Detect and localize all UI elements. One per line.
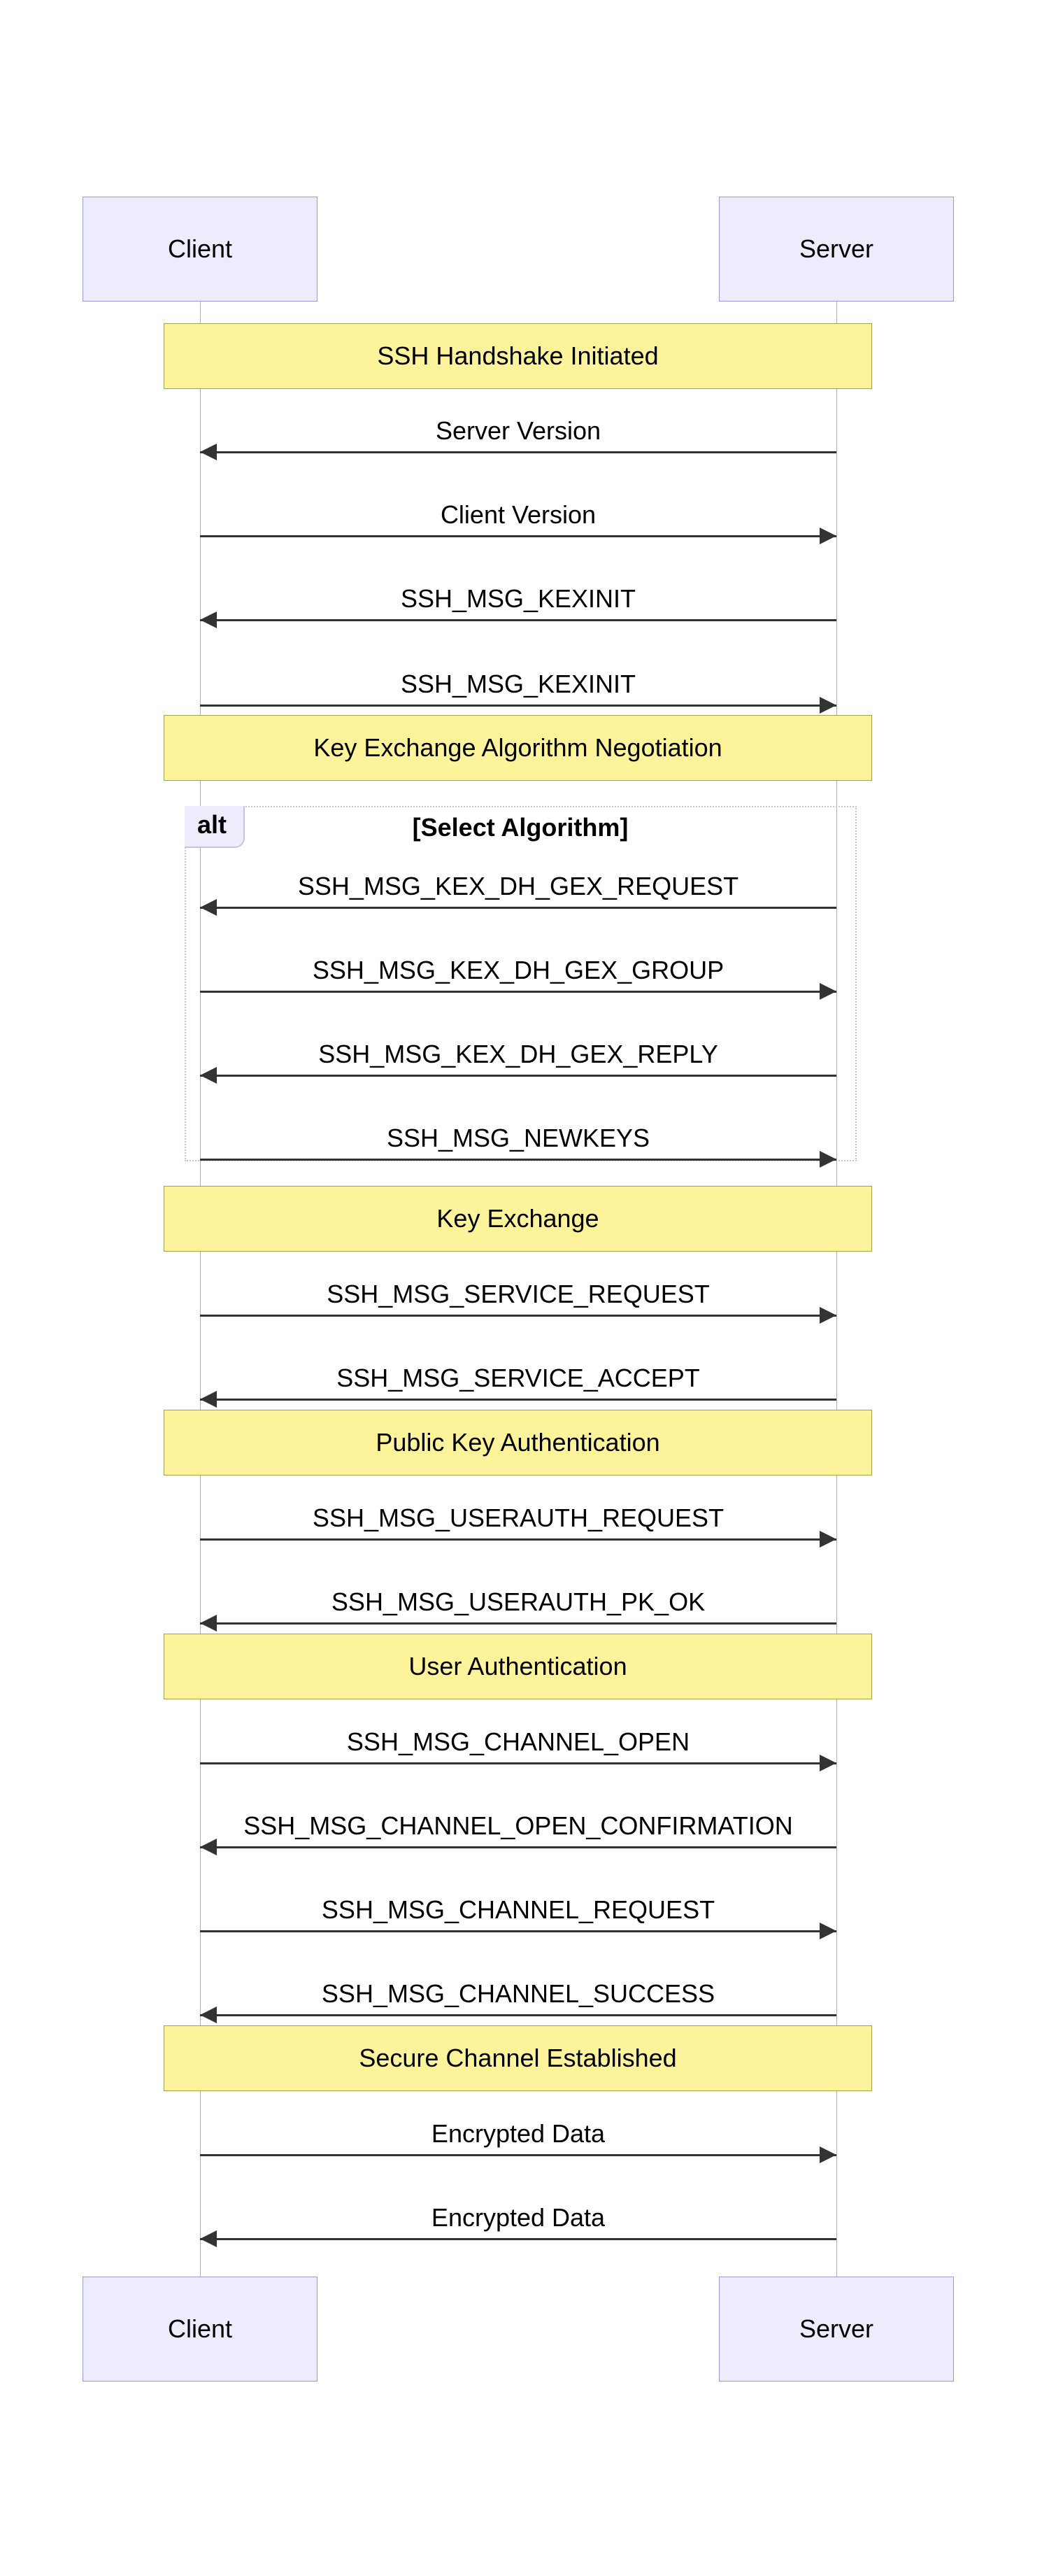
message-arrow	[200, 1846, 836, 1848]
lifeline-server	[836, 302, 837, 2277]
message-arrow	[200, 1315, 836, 1317]
arrowhead-icon	[200, 2007, 217, 2023]
message-arrow	[200, 1075, 836, 1077]
message-arrow	[200, 2238, 836, 2240]
message-label: SSH_MSG_NEWKEYS	[387, 1124, 650, 1153]
actor-label: Server	[799, 234, 873, 264]
message-label: Encrypted Data	[431, 2119, 605, 2149]
message-label: SSH_MSG_CHANNEL_OPEN_CONFIRMATION	[243, 1811, 792, 1841]
arrowhead-icon	[200, 1391, 217, 1408]
message-label: SSH_MSG_KEXINIT	[401, 584, 636, 614]
actor-server-top: Server	[719, 197, 954, 302]
arrowhead-icon	[200, 899, 217, 916]
note-n1: SSH Handshake Initiated	[164, 323, 872, 389]
actor-label: Client	[168, 2314, 232, 2344]
note-n6: Secure Channel Established	[164, 2025, 872, 2091]
message-label: Server Version	[436, 416, 601, 446]
arrowhead-icon	[820, 1151, 836, 1168]
sequence-diagram: Client Server Client Server alt [Select …	[0, 0, 1049, 2576]
arrowhead-icon	[200, 1839, 217, 1855]
arrowhead-icon	[820, 697, 836, 714]
arrowhead-icon	[200, 444, 217, 460]
message-label: SSH_MSG_CHANNEL_REQUEST	[322, 1895, 715, 1925]
message-label: Encrypted Data	[431, 2203, 605, 2232]
message-arrow	[200, 991, 836, 993]
arrowhead-icon	[200, 2230, 217, 2247]
message-arrow	[200, 451, 836, 453]
arrowhead-icon	[200, 1615, 217, 1632]
message-label: SSH_MSG_KEX_DH_GEX_REQUEST	[298, 872, 738, 901]
message-arrow	[200, 1622, 836, 1625]
message-arrow	[200, 535, 836, 537]
message-label: SSH_MSG_USERAUTH_PK_OK	[331, 1587, 705, 1617]
actor-server-bottom: Server	[719, 2277, 954, 2382]
message-arrow	[200, 1399, 836, 1401]
message-label: SSH_MSG_KEX_DH_GEX_GROUP	[313, 956, 724, 985]
note-n2: Key Exchange Algorithm Negotiation	[164, 715, 872, 781]
message-arrow	[200, 1762, 836, 1764]
lifeline-client	[200, 302, 201, 2277]
arrowhead-icon	[820, 1923, 836, 1939]
actor-label: Client	[168, 234, 232, 264]
message-arrow	[200, 1930, 836, 1932]
actor-label: Server	[799, 2314, 873, 2344]
message-label: SSH_MSG_SERVICE_REQUEST	[327, 1280, 710, 1309]
message-label: SSH_MSG_SERVICE_ACCEPT	[336, 1364, 700, 1393]
arrowhead-icon	[820, 1755, 836, 1771]
arrowhead-icon	[820, 1531, 836, 1548]
message-arrow	[200, 705, 836, 707]
message-label: SSH_MSG_CHANNEL_OPEN	[347, 1727, 690, 1757]
actor-client-bottom: Client	[83, 2277, 317, 2382]
arrowhead-icon	[200, 611, 217, 628]
note-n3: Key Exchange	[164, 1186, 872, 1252]
arrowhead-icon	[820, 2146, 836, 2163]
arrowhead-icon	[200, 1067, 217, 1084]
message-arrow	[200, 1159, 836, 1161]
arrowhead-icon	[820, 983, 836, 1000]
actor-client-top: Client	[83, 197, 317, 302]
note-n5: User Authentication	[164, 1634, 872, 1699]
message-label: SSH_MSG_USERAUTH_REQUEST	[313, 1503, 724, 1533]
message-label: SSH_MSG_KEX_DH_GEX_REPLY	[318, 1040, 718, 1069]
alt-tag: alt	[185, 806, 245, 848]
message-arrow	[200, 1538, 836, 1541]
message-label: Client Version	[441, 500, 596, 530]
message-arrow	[200, 2154, 836, 2156]
arrowhead-icon	[820, 1307, 836, 1324]
alt-title: [Select Algorithm]	[413, 813, 629, 842]
message-label: SSH_MSG_CHANNEL_SUCCESS	[322, 1979, 715, 2009]
message-arrow	[200, 907, 836, 909]
message-label: SSH_MSG_KEXINIT	[401, 670, 636, 699]
note-n4: Public Key Authentication	[164, 1410, 872, 1475]
message-arrow	[200, 2014, 836, 2016]
arrowhead-icon	[820, 528, 836, 544]
message-arrow	[200, 619, 836, 621]
